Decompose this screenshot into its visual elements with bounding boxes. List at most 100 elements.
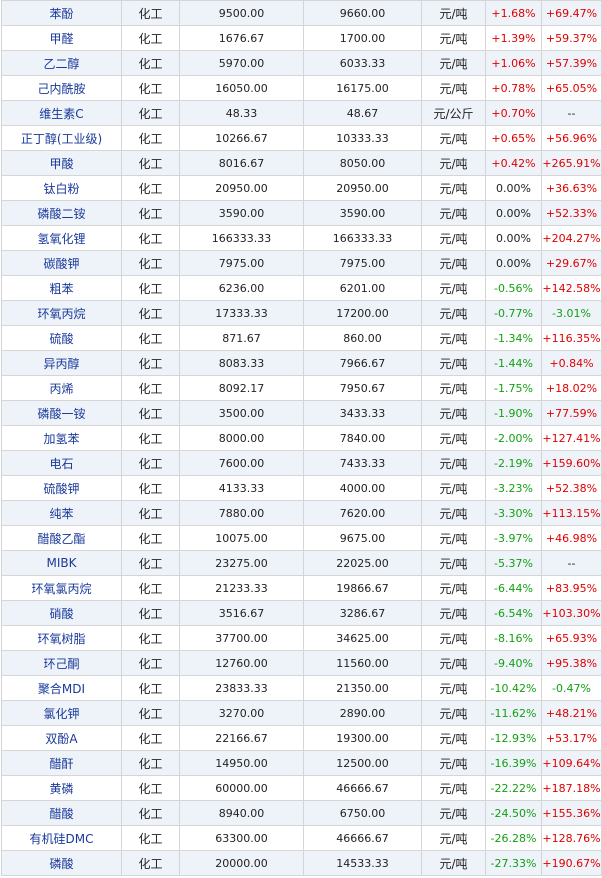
year-change-pct-cell: +127.41% [541,425,602,451]
change-pct-cell: +1.68% [485,0,542,26]
change-pct-cell: +1.06% [485,50,542,76]
commodity-name[interactable]: 环氧树脂 [1,625,122,651]
price-previous-cell: 7975.00 [179,250,304,276]
commodity-name[interactable]: 异丙醇 [1,350,122,376]
year-change-pct-cell: +142.58% [541,275,602,301]
year-change-pct-cell: +56.96% [541,125,602,151]
commodity-name[interactable]: 环己酮 [1,650,122,676]
price-current-cell: 166333.33 [303,225,422,251]
price-previous-cell: 3270.00 [179,700,304,726]
category-cell: 化工 [121,225,180,251]
price-previous-cell: 17333.33 [179,300,304,326]
change-pct-cell: -6.54% [485,600,542,626]
commodity-name[interactable]: 黄磷 [1,775,122,801]
table-row: 钛白粉 化工 20950.00 20950.00 元/吨 0.00% +36.63% [1,175,602,201]
commodity-name[interactable]: 硫酸钾 [1,475,122,501]
commodity-name[interactable]: 甲醛 [1,25,122,51]
table-row: 乙二醇 化工 5970.00 6033.33 元/吨 +1.06% +57.39% [1,50,602,76]
year-change-pct-cell: +103.30% [541,600,602,626]
unit-cell: 元/吨 [421,725,486,751]
year-change-pct-cell: +204.27% [541,225,602,251]
change-pct-cell: -6.44% [485,575,542,601]
commodity-name[interactable]: 双酚A [1,725,122,751]
category-cell: 化工 [121,750,180,776]
unit-cell: 元/吨 [421,750,486,776]
unit-cell: 元/吨 [421,800,486,826]
commodity-name[interactable]: 己内酰胺 [1,75,122,101]
commodity-name[interactable]: 磷酸 [1,850,122,876]
unit-cell: 元/吨 [421,700,486,726]
table-row: 粗苯 化工 6236.00 6201.00 元/吨 -0.56% +142.58% [1,275,602,301]
commodity-name[interactable]: 环氧丙烷 [1,300,122,326]
change-pct-cell: -2.00% [485,425,542,451]
change-pct-cell: -1.75% [485,375,542,401]
price-current-cell: 46666.67 [303,825,422,851]
commodity-name[interactable]: 氢氧化锂 [1,225,122,251]
price-current-cell: 19866.67 [303,575,422,601]
change-pct-cell: -27.33% [485,850,542,876]
price-previous-cell: 3590.00 [179,200,304,226]
year-change-pct-cell: +52.33% [541,200,602,226]
category-cell: 化工 [121,725,180,751]
year-change-pct-cell: +65.05% [541,75,602,101]
price-previous-cell: 10266.67 [179,125,304,151]
unit-cell: 元/吨 [421,75,486,101]
year-change-pct-cell: -0.47% [541,675,602,701]
change-pct-cell: +0.42% [485,150,542,176]
year-change-pct-cell: +95.38% [541,650,602,676]
year-change-pct-cell: +109.64% [541,750,602,776]
table-row: 异丙醇 化工 8083.33 7966.67 元/吨 -1.44% +0.84% [1,350,602,376]
price-previous-cell: 871.67 [179,325,304,351]
price-previous-cell: 10075.00 [179,525,304,551]
unit-cell: 元/吨 [421,450,486,476]
unit-cell: 元/公斤 [421,100,486,126]
unit-cell: 元/吨 [421,0,486,26]
commodity-name[interactable]: 聚合MDI [1,675,122,701]
price-current-cell: 8050.00 [303,150,422,176]
unit-cell: 元/吨 [421,225,486,251]
commodity-name[interactable]: 甲酸 [1,150,122,176]
commodity-name[interactable]: 醋酸乙酯 [1,525,122,551]
price-current-cell: 48.67 [303,100,422,126]
commodity-name[interactable]: 醋酸 [1,800,122,826]
commodity-name[interactable]: 电石 [1,450,122,476]
category-cell: 化工 [121,150,180,176]
price-current-cell: 20950.00 [303,175,422,201]
year-change-pct-cell: +187.18% [541,775,602,801]
commodity-name[interactable]: 维生素C [1,100,122,126]
commodity-name[interactable]: 正丁醇(工业级) [1,125,122,151]
commodity-name[interactable]: 有机硅DMC [1,825,122,851]
price-previous-cell: 6236.00 [179,275,304,301]
commodity-name[interactable]: 苯酚 [1,0,122,26]
commodity-name[interactable]: 钛白粉 [1,175,122,201]
unit-cell: 元/吨 [421,150,486,176]
commodity-name[interactable]: 硝酸 [1,600,122,626]
commodity-name[interactable]: 纯苯 [1,500,122,526]
commodity-name[interactable]: MIBK [1,550,122,576]
year-change-pct-cell: +59.37% [541,25,602,51]
category-cell: 化工 [121,300,180,326]
unit-cell: 元/吨 [421,650,486,676]
price-previous-cell: 3500.00 [179,400,304,426]
commodity-name[interactable]: 环氧氯丙烷 [1,575,122,601]
unit-cell: 元/吨 [421,575,486,601]
commodity-name[interactable]: 磷酸一铵 [1,400,122,426]
table-row: 醋酐 化工 14950.00 12500.00 元/吨 -16.39% +109.64% [1,750,602,776]
price-previous-cell: 8083.33 [179,350,304,376]
commodity-name[interactable]: 丙烯 [1,375,122,401]
commodity-name[interactable]: 碳酸钾 [1,250,122,276]
change-pct-cell: +0.78% [485,75,542,101]
commodity-name[interactable]: 乙二醇 [1,50,122,76]
table-row: 醋酸乙酯 化工 10075.00 9675.00 元/吨 -3.97% +46.98% [1,525,602,551]
category-cell: 化工 [121,525,180,551]
commodity-name[interactable]: 加氢苯 [1,425,122,451]
commodity-name[interactable]: 氯化钾 [1,700,122,726]
commodity-name[interactable]: 粗苯 [1,275,122,301]
commodity-name[interactable]: 硫酸 [1,325,122,351]
commodity-name[interactable]: 醋酐 [1,750,122,776]
commodity-name[interactable]: 磷酸二铵 [1,200,122,226]
price-previous-cell: 8016.67 [179,150,304,176]
year-change-pct-cell: -- [541,100,602,126]
price-previous-cell: 22166.67 [179,725,304,751]
